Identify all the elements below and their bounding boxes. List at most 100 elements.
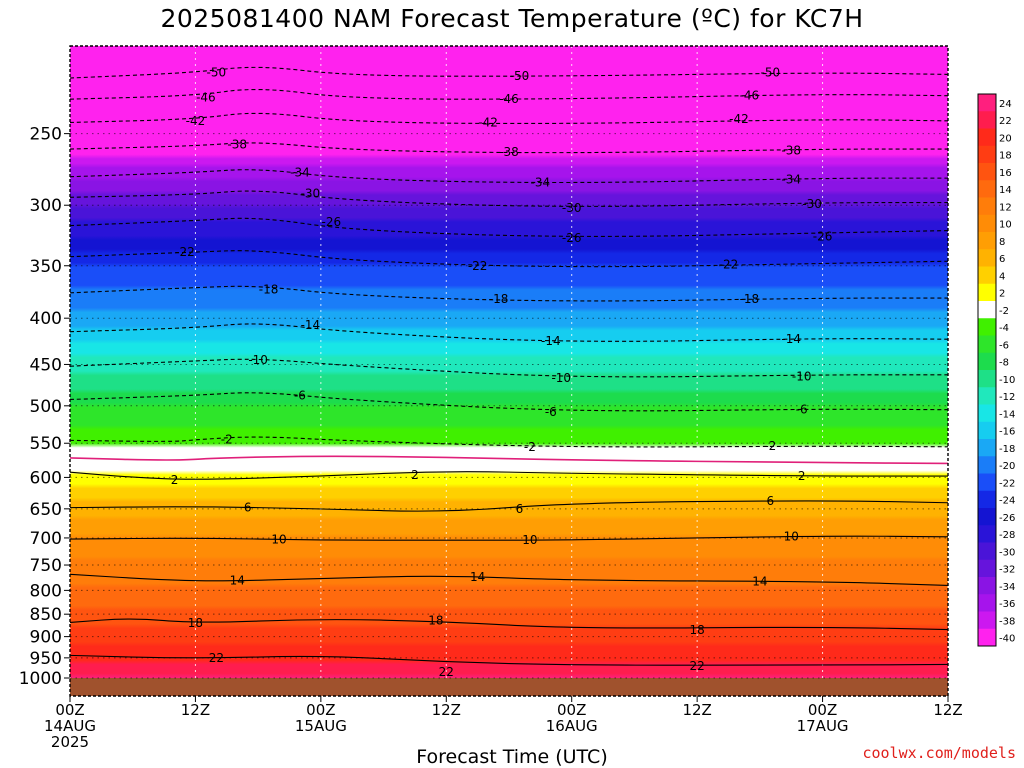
contour-label: -10 (792, 369, 812, 383)
y-tick-label: 900 (30, 628, 62, 648)
contour-line (70, 654, 948, 666)
contour-label: 2 (171, 473, 179, 487)
colorbar-label: -30 (999, 547, 1015, 558)
contour-label: 2 (411, 468, 419, 482)
x-tick-label: 17AUG (797, 717, 849, 735)
colorbar-label: 16 (999, 168, 1012, 179)
colorbar-label: 22 (999, 116, 1012, 127)
colorbar-label: 12 (999, 202, 1012, 213)
contour-label: -18 (489, 292, 509, 306)
colorbar-swatch (978, 525, 996, 543)
y-tick-label: 550 (30, 434, 62, 454)
contour-label: 14 (230, 573, 245, 587)
colorbar-label: -38 (999, 616, 1015, 627)
colorbar-swatch (978, 473, 996, 492)
contour-label: 22 (209, 651, 224, 665)
colorbar-swatch (978, 404, 996, 423)
contour-label: -42 (186, 114, 206, 128)
colorbar-label: -6 (999, 340, 1009, 351)
colorbar-swatch (978, 508, 996, 526)
x-axis-title: Forecast Time (UTC) (416, 746, 608, 768)
contour-label: 6 (516, 502, 524, 516)
colorbar-swatch (978, 490, 996, 509)
x-tick-label: 12Z (181, 701, 210, 719)
x-tick-label: 12Z (682, 701, 711, 719)
colorbar-label: 24 (999, 99, 1012, 110)
colorbar-swatch (978, 611, 996, 630)
contour-label: 10 (784, 529, 799, 543)
colorbar-swatch (978, 249, 996, 267)
colorbar-swatch (978, 232, 996, 250)
colorbar-label: -32 (999, 565, 1015, 576)
contour-label: -30 (802, 197, 822, 211)
colorbar-label: -40 (999, 634, 1015, 645)
colorbar-swatch (978, 111, 996, 129)
colorbar-swatch (978, 283, 996, 302)
contour-label: -50 (761, 66, 781, 80)
contour-label: -6 (545, 405, 557, 419)
contour-line (70, 573, 948, 586)
contour-label: -34 (781, 173, 801, 187)
contour-label: -38 (781, 144, 801, 158)
contour-label: -14 (781, 332, 801, 346)
plot-frame (69, 45, 949, 697)
colorbar-swatch (978, 318, 996, 336)
colorbar-label: -14 (999, 409, 1015, 420)
contour-label: 14 (470, 570, 485, 584)
contour-label: -34 (531, 175, 551, 189)
contour-label: -2 (221, 433, 233, 447)
contour-label: -46 (740, 89, 760, 103)
colorbar-label: -8 (999, 358, 1009, 369)
colorbar-label: -16 (999, 427, 1015, 438)
contour-line (70, 392, 948, 412)
contour-label: -10 (248, 353, 268, 367)
contour-label: -26 (322, 215, 342, 229)
colorbar-swatch (978, 456, 996, 474)
x-tick-label: 00Z (808, 701, 837, 719)
colorbar-swatch (978, 163, 996, 181)
contour-line (70, 190, 948, 207)
colorbar-swatch (978, 439, 996, 457)
y-tick-label: 1000 (19, 669, 62, 689)
contour-label: 6 (766, 494, 774, 508)
colorbar-swatch (978, 214, 996, 233)
colorbar-swatch (978, 335, 996, 354)
contour-label: 2 (798, 469, 806, 483)
colorbar-label: -10 (999, 375, 1015, 386)
y-tick-label: 850 (30, 605, 62, 625)
contour-label: -6 (796, 403, 808, 417)
contour-label: 22 (439, 665, 454, 679)
contour-label: -34 (290, 165, 310, 179)
x-tick-label: 16AUG (546, 717, 598, 735)
contour-label: -26 (813, 230, 833, 244)
y-tick-label: 250 (30, 125, 62, 145)
colorbar-swatch (978, 387, 996, 405)
contour-label: -42 (729, 112, 749, 126)
colorbar-label: 10 (999, 220, 1012, 231)
colorbar-label: -4 (999, 323, 1009, 334)
y-tick-label: 600 (30, 468, 62, 488)
contour-label: -6 (294, 388, 306, 402)
temperature-field (70, 46, 948, 678)
colorbar-swatch (978, 594, 996, 612)
colorbar-label: -20 (999, 461, 1015, 472)
colorbar-label: -24 (999, 496, 1015, 507)
x-tick-label: 15AUG (295, 717, 347, 735)
colorbar-label: -28 (999, 530, 1015, 541)
contour-label: -10 (551, 371, 571, 385)
colorbar-label: -36 (999, 599, 1015, 610)
colorbar-label: -26 (999, 513, 1015, 524)
contour-line (70, 66, 948, 79)
contour-label: 18 (428, 614, 443, 628)
y-tick-label: 500 (30, 397, 62, 417)
contour-label: -2 (524, 440, 536, 454)
colorbar-label: -2 (999, 306, 1009, 317)
x-tick-label: 00Z (557, 701, 586, 719)
contour-line (70, 618, 948, 631)
contour-label: -50 (510, 69, 530, 83)
colorbar-label: 2 (999, 289, 1005, 300)
contour-label: -38 (227, 137, 247, 151)
colorbar-label: 6 (999, 254, 1005, 265)
contour-label: 10 (271, 533, 286, 547)
